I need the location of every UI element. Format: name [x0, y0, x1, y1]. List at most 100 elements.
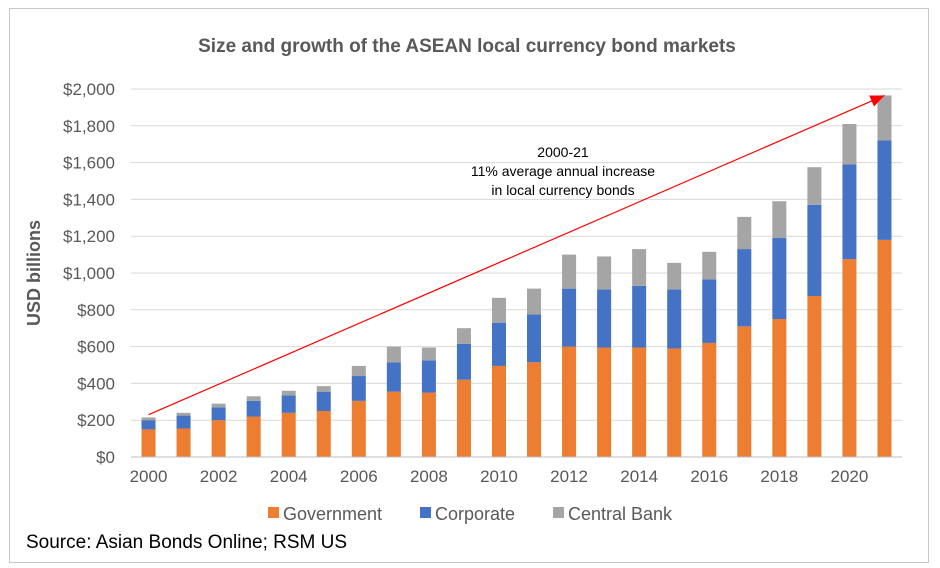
bar-government-2019 — [807, 296, 822, 457]
x-tick-label: 2018 — [760, 467, 798, 486]
bar-government-2002 — [211, 420, 226, 457]
x-tick-label: 2006 — [340, 467, 378, 486]
bar-corporate-2019 — [807, 204, 822, 296]
bar-government-2021 — [877, 239, 892, 457]
trend-arrowhead — [869, 95, 885, 107]
bar-corporate-2018 — [772, 238, 787, 319]
bar-corporate-2006 — [351, 376, 366, 401]
bar-government-2018 — [772, 319, 787, 457]
bar-government-2006 — [351, 400, 366, 457]
bar-central-bank-2006 — [351, 365, 366, 377]
bar-government-2015 — [667, 348, 682, 457]
annotation-text: 11% average annual increase — [471, 163, 655, 179]
bar-central-bank-2000 — [141, 417, 156, 421]
bar-corporate-2013 — [597, 289, 612, 348]
bar-central-bank-2021 — [877, 95, 892, 141]
bar-government-2005 — [316, 411, 331, 457]
bar-corporate-2017 — [737, 249, 752, 327]
legend-swatch-central-bank — [553, 507, 564, 518]
axes: $0 $200 $400 $600 $800 $1,000 $1,200 $1,400 $1,6… — [63, 80, 902, 486]
bar-corporate-2012 — [562, 288, 577, 347]
bar-government-2000 — [141, 429, 156, 457]
chart-title: Size and growth of the ASEAN local curre… — [198, 36, 736, 57]
source-note: Source: Asian Bonds Online; RSM US — [26, 532, 348, 553]
x-tick-label: 2000 — [130, 467, 168, 486]
bar-central-bank-2008 — [421, 347, 436, 361]
bar-corporate-2015 — [667, 289, 682, 349]
bar-central-bank-2012 — [562, 254, 577, 289]
y-tick-label: $400 — [77, 374, 115, 393]
y-axis-label: USD billions — [24, 220, 44, 326]
y-tick-label: $800 — [77, 301, 115, 320]
bar-government-2007 — [386, 391, 401, 457]
y-tick-label: $1,600 — [63, 154, 115, 173]
y-tick-label: $2,000 — [63, 80, 115, 99]
bar-corporate-2011 — [527, 314, 542, 363]
bar-government-2011 — [527, 362, 542, 457]
annotation-text: in local currency bonds — [491, 182, 634, 198]
bar-government-2004 — [281, 412, 296, 457]
x-tick-label: 2012 — [550, 467, 588, 486]
legend-label: Corporate — [435, 504, 515, 524]
bar-corporate-2003 — [246, 400, 261, 417]
x-tick-label: 2010 — [480, 467, 518, 486]
bar-corporate-2014 — [632, 285, 647, 348]
bar-government-2012 — [562, 346, 577, 457]
x-tick-label: 2004 — [270, 467, 308, 486]
bar-corporate-2007 — [386, 362, 401, 392]
y-tick-label: $1,200 — [63, 227, 115, 246]
bar-central-bank-2019 — [807, 167, 822, 205]
bar-central-bank-2020 — [842, 123, 857, 165]
y-tick-label: $1,000 — [63, 264, 115, 283]
bar-government-2003 — [246, 416, 261, 457]
bar-central-bank-2002 — [211, 403, 226, 408]
bar-central-bank-2001 — [176, 412, 191, 416]
y-tick-label: $600 — [77, 338, 115, 357]
legend-swatch-corporate — [420, 507, 431, 518]
trend-arrow-line — [148, 94, 885, 416]
legend-label: Government — [283, 504, 382, 524]
bar-corporate-2010 — [491, 322, 506, 366]
bar-government-2014 — [632, 347, 647, 457]
x-tick-label: 2008 — [410, 467, 448, 486]
y-tick-label: $0 — [96, 448, 115, 467]
legend: Government Corporate Central Bank — [268, 504, 673, 524]
bar-central-bank-2018 — [772, 201, 787, 239]
bar-corporate-2016 — [702, 279, 717, 343]
bar-corporate-2005 — [316, 391, 331, 411]
bar-central-bank-2017 — [737, 216, 752, 250]
bar-corporate-2004 — [281, 395, 296, 413]
bar-government-2001 — [176, 428, 191, 457]
bar-central-bank-2015 — [667, 262, 682, 290]
bar-government-2017 — [737, 326, 752, 457]
x-tick-label: 2016 — [690, 467, 728, 486]
bar-government-2013 — [597, 347, 612, 457]
bar-central-bank-2004 — [281, 390, 296, 396]
annotation: 2000-21 11% average annual increase in loc… — [148, 94, 885, 416]
bar-government-2009 — [456, 379, 471, 457]
y-tick-label: $1,400 — [63, 190, 115, 209]
bar-central-bank-2009 — [456, 328, 471, 344]
legend-label: Central Bank — [568, 504, 673, 524]
bar-central-bank-2016 — [702, 251, 717, 280]
bar-central-bank-2013 — [597, 256, 612, 290]
bar-central-bank-2003 — [246, 396, 261, 401]
x-tick-label: 2002 — [200, 467, 238, 486]
y-tick-label: $200 — [77, 411, 115, 430]
legend-swatch-government — [268, 507, 279, 518]
bar-corporate-2000 — [141, 420, 156, 430]
annotation-text: 2000-21 — [537, 144, 589, 160]
bar-corporate-2008 — [421, 360, 436, 393]
bar-government-2008 — [421, 392, 436, 457]
bar-central-bank-2005 — [316, 386, 331, 392]
bar-corporate-2020 — [842, 164, 857, 260]
bar-central-bank-2014 — [632, 249, 647, 286]
bar-corporate-2021 — [877, 140, 892, 240]
bar-government-2016 — [702, 342, 717, 457]
bar-central-bank-2010 — [491, 297, 506, 323]
bar-corporate-2009 — [456, 343, 471, 380]
x-tick-label: 2014 — [620, 467, 658, 486]
y-tick-label: $1,800 — [63, 117, 115, 136]
bars — [141, 95, 892, 457]
